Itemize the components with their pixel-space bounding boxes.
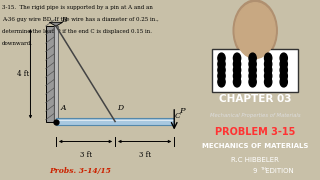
Text: PROBLEM 3-15: PROBLEM 3-15	[215, 127, 295, 137]
Circle shape	[218, 71, 225, 81]
Circle shape	[265, 65, 272, 75]
Polygon shape	[49, 22, 63, 26]
Circle shape	[249, 77, 256, 87]
Text: D: D	[117, 105, 123, 112]
Circle shape	[265, 59, 272, 69]
Circle shape	[280, 53, 287, 63]
Circle shape	[265, 77, 272, 87]
Circle shape	[280, 59, 287, 69]
Circle shape	[280, 77, 287, 87]
Circle shape	[233, 77, 241, 87]
Text: A: A	[61, 105, 66, 112]
Circle shape	[265, 71, 272, 81]
Text: 4 ft: 4 ft	[17, 70, 29, 78]
Circle shape	[233, 71, 241, 81]
Polygon shape	[46, 26, 54, 122]
Text: MECHANICS OF MATERIALS: MECHANICS OF MATERIALS	[202, 143, 308, 149]
Circle shape	[235, 3, 275, 58]
Circle shape	[233, 53, 241, 63]
Text: 3 ft: 3 ft	[80, 151, 92, 159]
Text: 3-15.  The rigid pipe is supported by a pin at A and an: 3-15. The rigid pipe is supported by a p…	[2, 4, 153, 10]
Circle shape	[249, 53, 256, 63]
Text: A-36 guy wire BD. If the wire has a diameter of 0.25 in.,: A-36 guy wire BD. If the wire has a diam…	[2, 17, 159, 22]
FancyBboxPatch shape	[212, 49, 298, 92]
Text: C: C	[175, 112, 181, 120]
Circle shape	[280, 71, 287, 81]
Circle shape	[249, 71, 256, 81]
Circle shape	[233, 65, 241, 75]
Circle shape	[233, 59, 241, 69]
Text: determine the load P if the end C is displaced 0.15 in.: determine the load P if the end C is dis…	[2, 29, 152, 34]
Circle shape	[280, 65, 287, 75]
Text: Probs. 3-14/15: Probs. 3-14/15	[49, 168, 111, 176]
Circle shape	[249, 59, 256, 69]
Polygon shape	[54, 26, 58, 122]
Circle shape	[218, 65, 225, 75]
Text: 3 ft: 3 ft	[139, 151, 151, 159]
Circle shape	[218, 77, 225, 87]
Circle shape	[265, 53, 272, 63]
Circle shape	[218, 53, 225, 63]
Text: Mechanical Properties of Materials: Mechanical Properties of Materials	[210, 112, 300, 118]
Text: EDITION: EDITION	[263, 168, 294, 174]
Circle shape	[218, 59, 225, 69]
Text: R.C HIBBELER: R.C HIBBELER	[231, 157, 279, 163]
Polygon shape	[56, 118, 174, 125]
Text: CHAPTER 03: CHAPTER 03	[219, 94, 292, 105]
Text: downward.: downward.	[2, 41, 33, 46]
Text: B: B	[61, 16, 66, 24]
Circle shape	[249, 65, 256, 75]
Text: P: P	[179, 107, 185, 114]
Circle shape	[233, 0, 277, 61]
Text: 9: 9	[253, 168, 258, 174]
Text: TH: TH	[260, 167, 266, 171]
